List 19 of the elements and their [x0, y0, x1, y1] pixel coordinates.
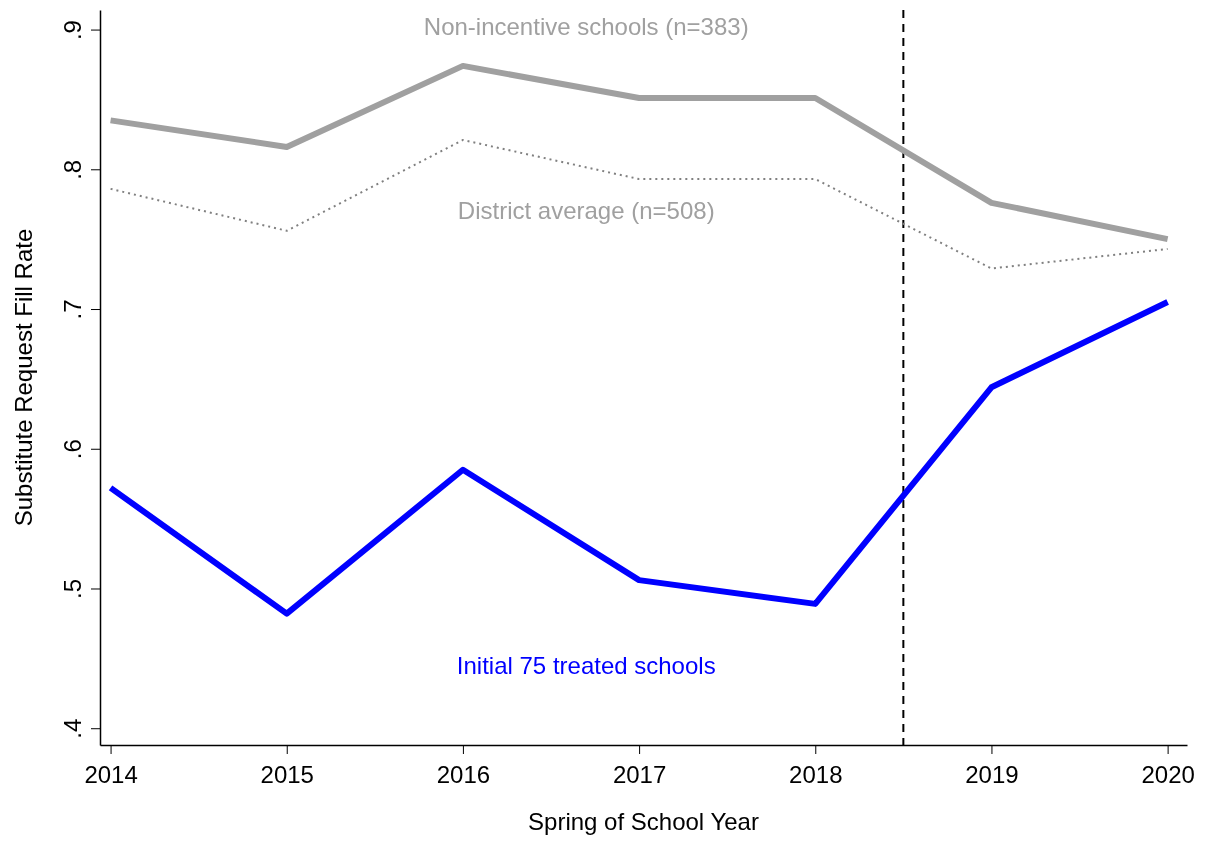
x-axis-title: Spring of School Year: [528, 808, 759, 835]
y-tick-label: .4: [58, 718, 86, 739]
x-tick-label: 2018: [789, 761, 843, 789]
series-label: District average (n=508): [457, 197, 715, 225]
text: Initial 75 treated schools: [456, 651, 716, 679]
y-tick-label: .5: [58, 578, 86, 600]
x-tick-label: 2016: [436, 761, 491, 789]
x-tick-label: 2017: [612, 761, 667, 789]
x-tick-label: 2019: [965, 761, 1019, 789]
y-tick-label: .6: [58, 439, 86, 460]
x-tick-label: 2014: [84, 761, 138, 789]
y-tick-label: .8: [58, 159, 86, 180]
series-label: Non-incentive schools (n=383): [423, 13, 749, 40]
y-axis-title: Substitute Request Fill Rate: [10, 228, 37, 527]
x-tick-label: 2020: [1141, 761, 1195, 789]
y-tick-label: .7: [58, 299, 86, 320]
y-tick-label: .9: [58, 20, 86, 41]
x-tick-label: 2015: [260, 761, 314, 789]
line-series: [109, 138, 1169, 270]
